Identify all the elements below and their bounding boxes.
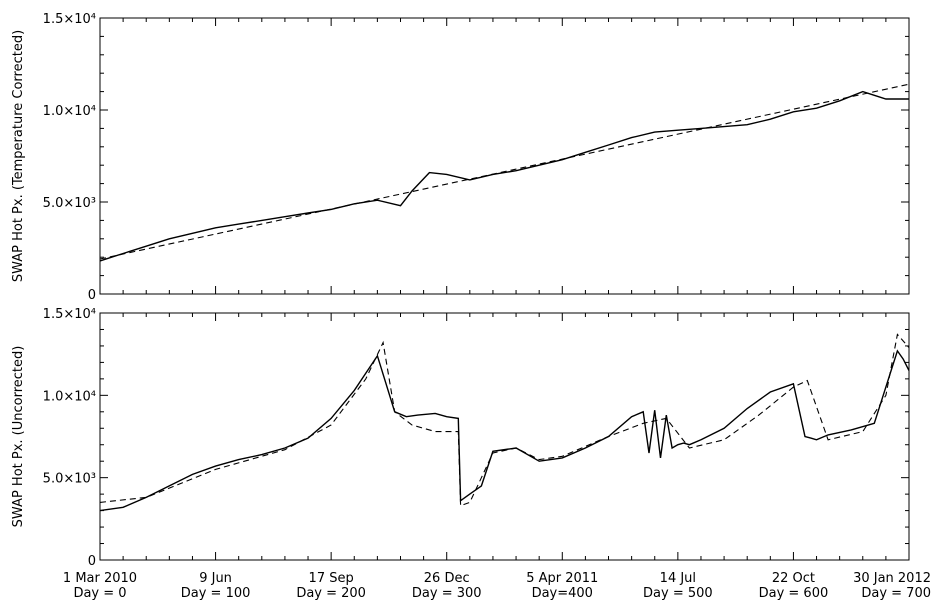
x-tick-day-label: Day = 600 bbox=[759, 586, 829, 601]
x-tick-day-label: Day = 200 bbox=[296, 586, 366, 601]
top-series bbox=[99, 83, 910, 262]
x-tick-date-label: 1 Mar 2010 bbox=[63, 571, 137, 586]
y-tick-label: 1.5×10⁴ bbox=[43, 12, 96, 27]
x-tick-day-label: Day=400 bbox=[532, 586, 593, 601]
x-tick-date-label: 14 Jul bbox=[660, 571, 696, 586]
x-tick-day-label: Day = 0 bbox=[73, 586, 126, 601]
x-tick-date-label: 30 Jan 2012 bbox=[853, 571, 931, 586]
x-tick-day-label: Day = 100 bbox=[181, 586, 251, 601]
bottom-plot-frame bbox=[99, 312, 910, 561]
top-plot-frame bbox=[99, 17, 910, 295]
bottom-y-axis-label: SWAP Hot Px. (Uncorrected) bbox=[11, 346, 26, 528]
x-tick-date-label: 5 Apr 2011 bbox=[526, 571, 598, 586]
x-tick-date-label: 26 Dec bbox=[424, 571, 470, 586]
x-tick-day-label: Day = 300 bbox=[412, 586, 482, 601]
top-y-axis-label: SWAP Hot Px. (Temperature Corrected) bbox=[11, 30, 26, 282]
dashed-series-line bbox=[99, 333, 910, 507]
top-panel: 0 5.0×10³ 1.0×10⁴ 1.5×10⁴ SWAP Hot Px. (Tem… bbox=[11, 12, 910, 303]
dashed-series-line bbox=[99, 83, 910, 260]
bottom-y-ticks: 0 5.0×10³ 1.0×10⁴ 1.5×10⁴ bbox=[43, 307, 909, 569]
top-x-ticks bbox=[99, 18, 910, 294]
top-y-ticks: 0 5.0×10³ 1.0×10⁴ 1.5×10⁴ bbox=[43, 12, 909, 303]
y-tick-label: 1.5×10⁴ bbox=[43, 307, 96, 322]
x-tick-day-label: Day = 700 bbox=[861, 586, 931, 601]
x-tick-date-label: 17 Sep bbox=[309, 571, 354, 586]
solid-series-line bbox=[99, 90, 909, 262]
solid-series-line bbox=[99, 349, 910, 512]
x-tick-date-label: 9 Jun bbox=[199, 571, 232, 586]
x-tick-date-label: 22 Oct bbox=[772, 571, 815, 586]
y-tick-label: 1.0×10⁴ bbox=[43, 389, 96, 404]
y-tick-label: 5.0×10³ bbox=[43, 196, 96, 211]
y-tick-label: 5.0×10³ bbox=[43, 472, 96, 487]
y-tick-label: 0 bbox=[88, 288, 96, 303]
y-tick-label: 1.0×10⁴ bbox=[43, 104, 96, 119]
x-tick-day-label: Day = 500 bbox=[643, 586, 713, 601]
bottom-series bbox=[99, 333, 910, 512]
y-tick-label: 0 bbox=[88, 554, 96, 569]
